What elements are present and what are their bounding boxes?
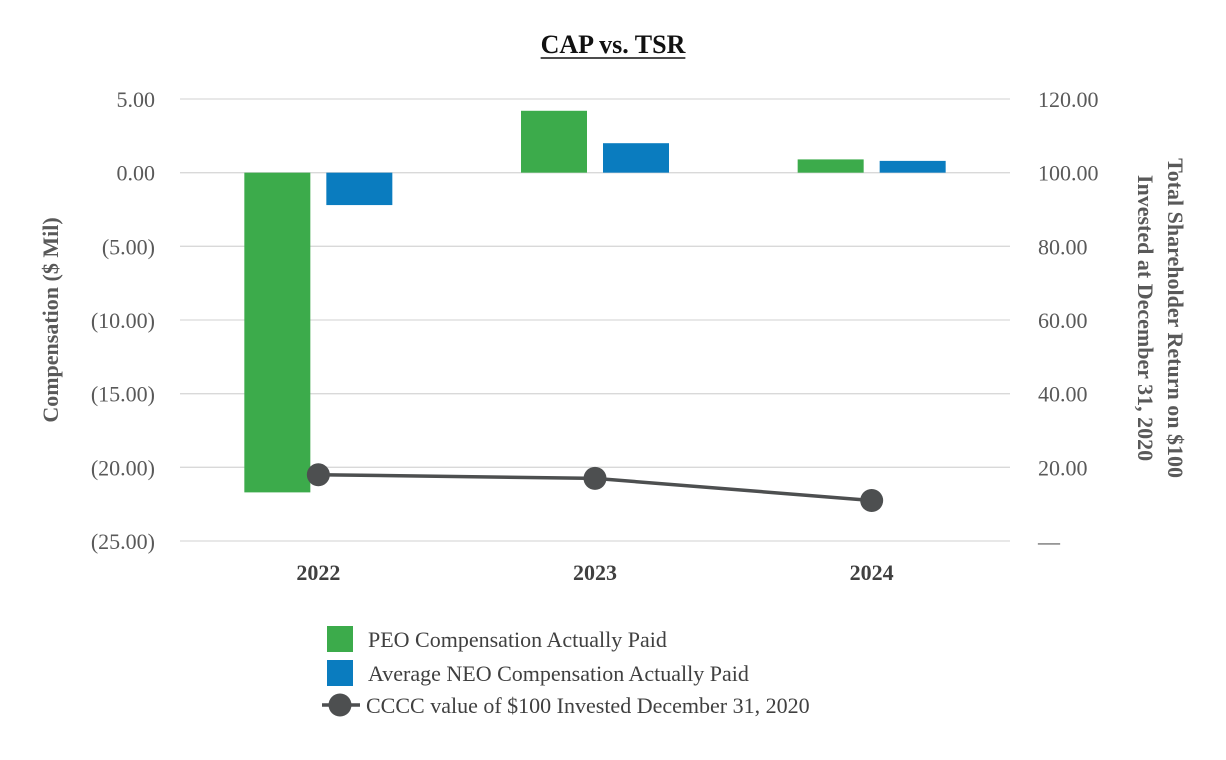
y-tick-label: 5.00 <box>117 87 156 112</box>
chart-title-group: CAP vs. TSR <box>540 30 686 59</box>
y-tick-label: (5.00) <box>102 234 155 259</box>
bar-peo-2024 <box>797 159 864 173</box>
x-tick-label: 2022 <box>296 560 340 585</box>
y-tick-label: (10.00) <box>91 308 155 333</box>
y2-tick-label: 20.00 <box>1038 455 1088 480</box>
right-axis-title-line2: Invested at December 31, 2020 <box>1133 175 1158 461</box>
bar-neo-2022 <box>326 172 393 206</box>
y2-tick-label: 60.00 <box>1038 308 1088 333</box>
y-tick-label: 0.00 <box>117 161 156 186</box>
chart-legend: PEO Compensation Actually Paid Average NE… <box>322 626 810 718</box>
bar-peo-2022 <box>244 172 311 493</box>
tsr-point-2022 <box>306 463 330 487</box>
y-tick-label: (20.00) <box>91 455 155 480</box>
legend-label: Average NEO Compensation Actually Paid <box>368 661 749 686</box>
y2-tick-label: 40.00 <box>1038 382 1088 407</box>
bar-series <box>244 110 946 493</box>
line-series <box>306 463 884 512</box>
y-tick-label: (15.00) <box>91 382 155 407</box>
bar-neo-2023 <box>603 143 669 173</box>
legend-label: PEO Compensation Actually Paid <box>368 627 667 652</box>
right-axis-ticks: 120.00 100.00 80.00 60.00 40.00 20.00 — <box>1037 87 1099 554</box>
right-axis-title-line1: Total Shareholder Return on $100 <box>1163 158 1188 478</box>
tsr-point-2024 <box>860 488 884 512</box>
legend-marker-swatch <box>328 693 352 717</box>
left-axis-title: Compensation ($ Mil) <box>38 217 63 422</box>
x-tick-label: 2023 <box>573 560 617 585</box>
bar-peo-2023 <box>521 110 587 173</box>
left-axis-ticks: 5.00 0.00 (5.00) (10.00) (15.00) (20.00) (25.0… <box>91 87 155 554</box>
legend-swatch <box>327 626 353 652</box>
y2-tick-label: — <box>1037 529 1061 554</box>
y2-tick-label: 120.00 <box>1038 87 1099 112</box>
y2-tick-label: 80.00 <box>1038 234 1088 259</box>
chart-title: CAP vs. TSR <box>541 30 686 59</box>
legend-label: CCCC value of $100 Invested December 31,… <box>366 693 810 718</box>
y2-tick-label: 100.00 <box>1038 161 1099 186</box>
category-labels: 2022 2023 2024 <box>296 560 893 585</box>
bar-neo-2024 <box>879 160 946 173</box>
y-tick-label: (25.00) <box>91 529 155 554</box>
x-tick-label: 2024 <box>850 560 894 585</box>
tsr-point-2023 <box>583 466 607 490</box>
legend-swatch <box>327 660 353 686</box>
